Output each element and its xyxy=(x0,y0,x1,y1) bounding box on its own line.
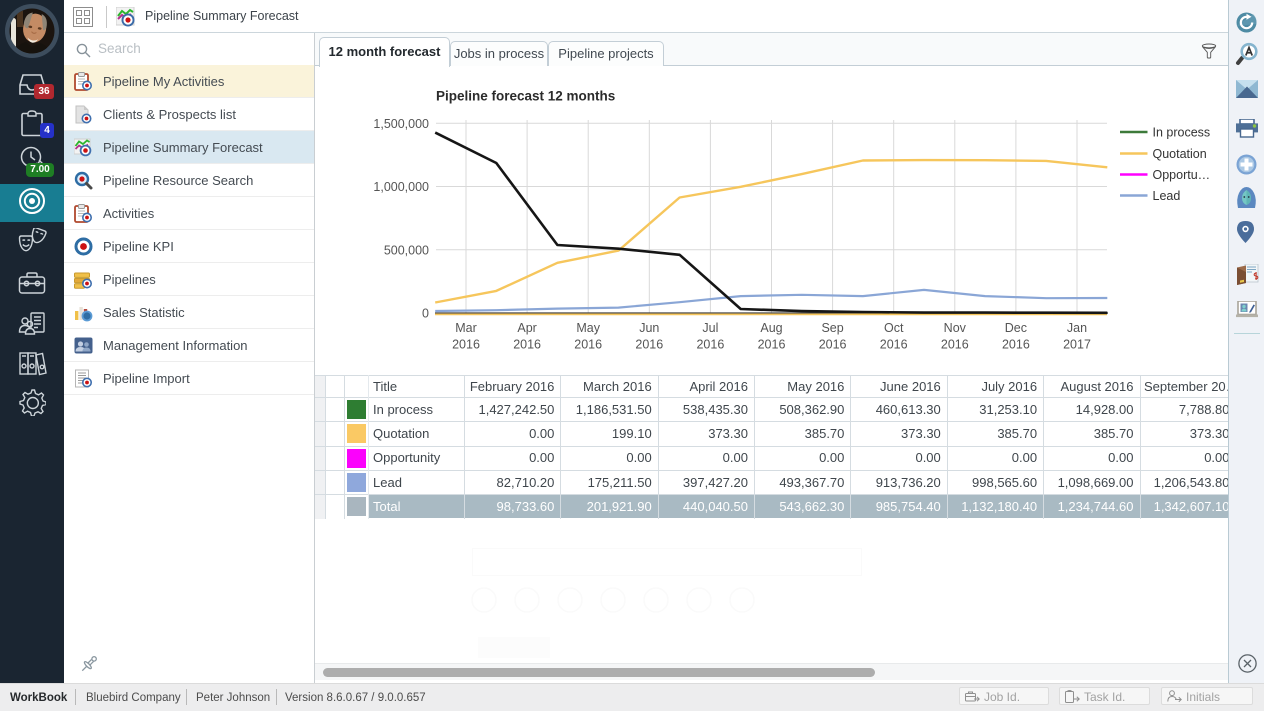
svg-text:Quotation: Quotation xyxy=(1153,147,1207,161)
svg-text:Apr: Apr xyxy=(517,321,536,335)
svg-text:500,000: 500,000 xyxy=(384,243,429,257)
svg-text:Jun: Jun xyxy=(639,321,659,335)
svg-text:Dec: Dec xyxy=(1005,321,1027,335)
svg-text:Opportu…: Opportu… xyxy=(1153,168,1211,182)
svg-text:2016: 2016 xyxy=(880,338,908,352)
svg-text:2016: 2016 xyxy=(635,338,663,352)
svg-text:Mar: Mar xyxy=(455,321,477,335)
svg-text:Jul: Jul xyxy=(702,321,718,335)
svg-text:2016: 2016 xyxy=(819,338,847,352)
svg-text:2017: 2017 xyxy=(1063,338,1091,352)
svg-text:May: May xyxy=(576,321,600,335)
svg-text:2016: 2016 xyxy=(696,338,724,352)
svg-text:In process: In process xyxy=(1153,126,1211,140)
svg-text:1,000,000: 1,000,000 xyxy=(373,180,429,194)
svg-text:2016: 2016 xyxy=(574,338,602,352)
svg-text:2016: 2016 xyxy=(758,338,786,352)
svg-text:0: 0 xyxy=(422,307,429,321)
svg-text:Pipeline forecast 12 months: Pipeline forecast 12 months xyxy=(436,89,615,104)
svg-text:2016: 2016 xyxy=(1002,338,1030,352)
svg-text:Nov: Nov xyxy=(944,321,967,335)
svg-text:2016: 2016 xyxy=(452,338,480,352)
svg-text:2016: 2016 xyxy=(513,338,541,352)
svg-text:1,500,000: 1,500,000 xyxy=(373,117,429,131)
svg-text:Sep: Sep xyxy=(821,321,843,335)
svg-text:2016: 2016 xyxy=(941,338,969,352)
svg-text:Aug: Aug xyxy=(760,321,782,335)
svg-text:Jan: Jan xyxy=(1067,321,1087,335)
svg-text:Lead: Lead xyxy=(1153,189,1181,203)
svg-text:Oct: Oct xyxy=(884,321,904,335)
